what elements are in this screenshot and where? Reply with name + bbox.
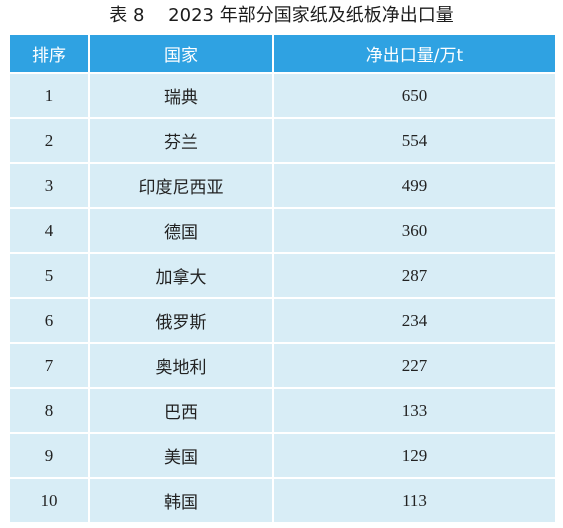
value-cell: 650: [274, 74, 555, 117]
value-cell: 499: [274, 164, 555, 207]
rank-cell: 5: [10, 254, 88, 297]
rank-cell: 6: [10, 299, 88, 342]
table-row: 4 德国 360: [10, 209, 555, 252]
country-cell: 韩国: [90, 479, 272, 522]
header-row: 排序 国家 净出口量/万t: [10, 35, 555, 72]
rank-cell: 3: [10, 164, 88, 207]
country-cell: 美国: [90, 434, 272, 477]
rank-cell: 4: [10, 209, 88, 252]
table-row: 8 巴西 133: [10, 389, 555, 432]
country-cell: 加拿大: [90, 254, 272, 297]
header-net-export: 净出口量/万t: [274, 35, 555, 72]
table-row: 3 印度尼西亚 499: [10, 164, 555, 207]
country-cell: 芬兰: [90, 119, 272, 162]
export-table: 排序 国家 净出口量/万t 1 瑞典 650 2 芬兰 554 3 印度尼西亚 …: [8, 33, 557, 524]
header-rank: 排序: [10, 35, 88, 72]
table-row: 9 美国 129: [10, 434, 555, 477]
value-cell: 234: [274, 299, 555, 342]
country-cell: 俄罗斯: [90, 299, 272, 342]
table-row: 1 瑞典 650: [10, 74, 555, 117]
value-cell: 360: [274, 209, 555, 252]
value-cell: 113: [274, 479, 555, 522]
table-row: 7 奥地利 227: [10, 344, 555, 387]
country-cell: 德国: [90, 209, 272, 252]
table-caption: 表 8 2023 年部分国家纸及纸板净出口量: [109, 5, 454, 26]
table-row: 10 韩国 113: [10, 479, 555, 522]
rank-cell: 9: [10, 434, 88, 477]
country-cell: 巴西: [90, 389, 272, 432]
value-cell: 227: [274, 344, 555, 387]
rank-cell: 7: [10, 344, 88, 387]
country-cell: 瑞典: [90, 74, 272, 117]
value-cell: 129: [274, 434, 555, 477]
value-cell: 554: [274, 119, 555, 162]
country-cell: 印度尼西亚: [90, 164, 272, 207]
rank-cell: 8: [10, 389, 88, 432]
table-row: 2 芬兰 554: [10, 119, 555, 162]
country-cell: 奥地利: [90, 344, 272, 387]
table-row: 6 俄罗斯 234: [10, 299, 555, 342]
rank-cell: 1: [10, 74, 88, 117]
rank-cell: 10: [10, 479, 88, 522]
rank-cell: 2: [10, 119, 88, 162]
value-cell: 133: [274, 389, 555, 432]
value-cell: 287: [274, 254, 555, 297]
table-row: 5 加拿大 287: [10, 254, 555, 297]
header-country: 国家: [90, 35, 272, 72]
